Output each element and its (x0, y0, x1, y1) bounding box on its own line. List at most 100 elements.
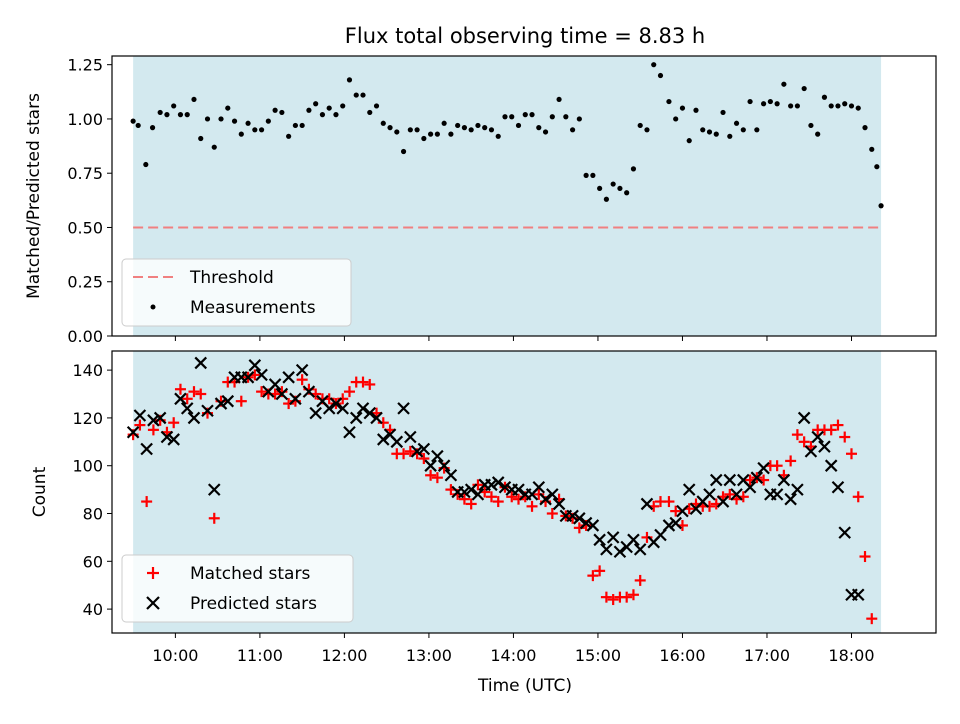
predicted-star-point (633, 543, 647, 556)
predicted-star-point (302, 385, 316, 398)
matched-star-point (526, 500, 538, 512)
ratio-y-tick-label: 0.75 (67, 164, 103, 183)
matched-star-point (573, 522, 585, 534)
measurement-point (414, 127, 420, 133)
predicted-star-point (397, 402, 410, 415)
predicted-star-point (791, 483, 804, 496)
measurement-point (360, 92, 366, 98)
measurement-point (135, 122, 141, 129)
matched-star-point (472, 479, 484, 491)
matched-star-point (506, 491, 518, 503)
predicted-star-point (770, 488, 784, 501)
count-x-tick-label: 11:00 (237, 646, 283, 665)
measurement-point (673, 116, 679, 122)
matched-star-point (357, 376, 369, 388)
legend-matched-label: Matched stars (190, 564, 310, 584)
matched-star-point (663, 496, 675, 508)
measurement-point (760, 101, 767, 107)
predicted-star-point (377, 433, 390, 446)
count-legend-box (121, 554, 354, 623)
measurement-point (387, 125, 393, 131)
measurement-point (848, 103, 855, 109)
predicted-star-point (682, 483, 696, 496)
measurement-point (455, 122, 461, 129)
ratio-y-tick-label: 0.00 (67, 327, 103, 346)
predicted-star-point (133, 409, 147, 422)
measurement-point (198, 135, 204, 142)
count-x-tick-label: 16:00 (659, 646, 705, 665)
predicted-star-point (606, 531, 620, 544)
matched-star-point (594, 565, 606, 577)
chart-title: Flux total observing time = 8.83 h (345, 24, 705, 48)
measurement-point (286, 133, 292, 139)
predicted-star-point (593, 533, 606, 547)
predicted-star-point (552, 497, 566, 511)
measurement-point (747, 98, 753, 105)
measurement-point (225, 105, 231, 111)
matched-star-point (195, 388, 207, 400)
matched-star-point (704, 500, 716, 512)
matched-star-point (431, 472, 443, 484)
matched-star-point (825, 424, 837, 436)
predicted-star-point (404, 430, 417, 444)
measurement-point (252, 127, 258, 133)
predicted-star-point (343, 425, 356, 439)
predicted-star-point (539, 492, 552, 506)
predicted-star-point (268, 378, 282, 391)
matched-star-point (141, 496, 153, 508)
measurement-point (536, 125, 542, 131)
matched-star-point (641, 531, 653, 543)
matched-star-point (587, 570, 599, 582)
predicted-star-point (804, 445, 818, 458)
predicted-star-point (221, 394, 235, 408)
ratio-panel: 0.00 0.25 0.50 0.75 1.00 1.25 Matched/Predict… (24, 55, 937, 346)
predicted-star-point (187, 411, 201, 425)
measurement-point (475, 122, 481, 129)
measurement-point (299, 122, 305, 129)
predicted-star-point (512, 483, 525, 496)
matched-star-point (859, 551, 871, 563)
matched-star-point (839, 431, 851, 443)
predicted-star-point (180, 402, 194, 415)
measurement-point (657, 72, 664, 79)
measurement-point (373, 103, 380, 109)
count-x-tick-label: 15:00 (575, 646, 621, 665)
measurement-point (353, 92, 359, 98)
count-y-tick-label: 140 (72, 361, 103, 380)
matched-star-point (296, 374, 308, 386)
measurement-point (130, 118, 136, 124)
measurement-point (529, 112, 535, 118)
measurement-point (313, 101, 319, 107)
matched-star-point (627, 589, 639, 601)
predicted-star-point (390, 435, 404, 449)
measurement-point (815, 131, 821, 137)
measurement-point (808, 122, 814, 129)
measurement-point (441, 120, 447, 126)
measurement-point (597, 185, 603, 192)
measurement-point (502, 114, 508, 120)
measurement-point (326, 105, 332, 111)
predicted-star-point (153, 411, 167, 425)
measurement-point (265, 118, 271, 124)
predicted-star-point (282, 371, 295, 384)
predicted-star-point (363, 406, 377, 420)
matched-star-point (188, 386, 200, 398)
matched-star-point (832, 419, 844, 431)
matched-star-point (607, 594, 619, 606)
predicted-star-point (437, 459, 451, 472)
measurement-point (788, 103, 794, 109)
count-x-tick-label: 17:00 (744, 646, 790, 665)
predicted-star-point (444, 468, 458, 482)
count-x-tick-label: 12:00 (321, 646, 367, 665)
measurement-point (869, 146, 875, 152)
matched-star-point (181, 393, 193, 405)
measurement-point (693, 107, 699, 113)
measurement-point (556, 96, 562, 103)
matched-star-point (404, 445, 416, 457)
measurement-point (468, 127, 474, 133)
measurement-point (428, 131, 434, 137)
measurement-point (184, 112, 190, 118)
predicted-star-point (174, 392, 187, 406)
legend-threshold-label: Threshold (189, 268, 274, 288)
predicted-star-point (784, 492, 797, 506)
